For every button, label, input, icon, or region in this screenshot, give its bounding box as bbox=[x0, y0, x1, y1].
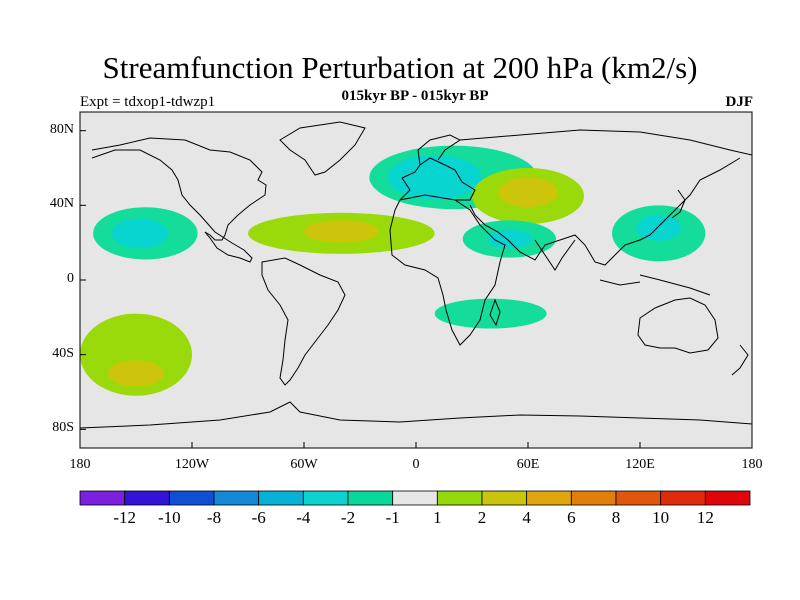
colorbar-label: -4 bbox=[296, 508, 311, 527]
coast-new-zealand bbox=[731, 344, 749, 376]
colorbar-label: 1 bbox=[433, 508, 442, 527]
coast-asia bbox=[459, 129, 752, 266]
colorbar bbox=[79, 490, 751, 506]
anomaly-north-pacific-low-core bbox=[111, 218, 168, 249]
colorbar-box bbox=[481, 490, 528, 506]
lon-label: 60E bbox=[516, 457, 540, 472]
colorbar-box bbox=[302, 490, 349, 506]
coast-japan bbox=[671, 189, 686, 219]
coast-greenland bbox=[279, 121, 366, 176]
colorbar-box bbox=[570, 490, 617, 506]
colorbar-label: -2 bbox=[340, 508, 356, 527]
coast-madagascar bbox=[489, 298, 501, 327]
colorbar-box bbox=[392, 490, 438, 506]
colorbar-label: 2 bbox=[477, 508, 487, 527]
anomaly-layer bbox=[80, 145, 706, 396]
lat-label: 80S bbox=[52, 420, 74, 436]
coast-africa bbox=[389, 194, 506, 346]
colorbar-box bbox=[258, 490, 304, 506]
colorbar-box bbox=[436, 490, 483, 506]
anomaly-subtropical-atlantic-high-core bbox=[304, 220, 379, 243]
colorbar-box bbox=[526, 490, 572, 506]
colorbar-label: -8 bbox=[206, 508, 222, 527]
lat-label: 40N bbox=[49, 196, 74, 212]
colorbar-label: 8 bbox=[611, 508, 621, 527]
anomaly-north-atlantic-low-core bbox=[388, 154, 482, 200]
colorbar-label: -6 bbox=[251, 508, 266, 527]
season-label: DJF bbox=[725, 94, 754, 110]
coast-north-america bbox=[91, 137, 267, 263]
lon-label: 180 bbox=[69, 457, 91, 472]
colorbar-label: -12 bbox=[113, 508, 136, 527]
coast-south-america bbox=[261, 257, 346, 386]
lon-label: 120W bbox=[174, 457, 210, 472]
coast-scandinavia bbox=[417, 134, 461, 166]
plot-title: Streamfunction Perturbation at 200 hPa (… bbox=[102, 50, 698, 85]
coastlines bbox=[80, 121, 752, 429]
lon-label: 0 bbox=[412, 457, 420, 472]
colorbar-box bbox=[615, 490, 662, 506]
colorbar-box bbox=[213, 490, 260, 506]
experiment-label: Expt = tdxop1-tdwzp1 bbox=[80, 94, 216, 110]
colorbar-box bbox=[704, 490, 751, 506]
plot-subtitle: 015kyr BP - 015kyr BP bbox=[341, 88, 489, 104]
colorbar-box bbox=[660, 490, 706, 506]
lon-label: 60W bbox=[290, 457, 318, 472]
coast-australia bbox=[637, 297, 719, 354]
anomaly-south-pacific-high bbox=[80, 313, 192, 396]
coast-indonesia bbox=[599, 274, 711, 296]
lon-label: 120E bbox=[625, 457, 655, 472]
anomaly-east-asia-low-core bbox=[636, 214, 682, 241]
colorbar-label: 6 bbox=[567, 508, 576, 527]
anomaly-middle-east-low-core bbox=[486, 229, 532, 249]
colorbar-label: 4 bbox=[522, 508, 531, 527]
axis-ticks bbox=[79, 130, 753, 448]
lat-label: 80N bbox=[49, 121, 74, 137]
coast-antarctica bbox=[80, 401, 752, 429]
colorbar-label: -1 bbox=[385, 508, 400, 527]
anomaly-eurasia-high-core bbox=[498, 177, 558, 208]
colorbar-label: 12 bbox=[696, 508, 714, 527]
coast-india bbox=[534, 239, 576, 271]
anomaly-south-pacific-high-core bbox=[108, 360, 164, 387]
colorbar-box bbox=[124, 490, 170, 506]
colorbar-box bbox=[79, 490, 126, 506]
coast-europe bbox=[399, 157, 476, 201]
lat-label: 40S bbox=[52, 345, 74, 361]
colorbar-label: -10 bbox=[157, 508, 181, 527]
colorbar-box bbox=[347, 490, 394, 506]
lon-label: 180 bbox=[741, 457, 763, 472]
colorbar-label: 10 bbox=[652, 508, 670, 527]
lat-label: 0 bbox=[67, 271, 74, 286]
colorbar-box bbox=[168, 490, 215, 506]
